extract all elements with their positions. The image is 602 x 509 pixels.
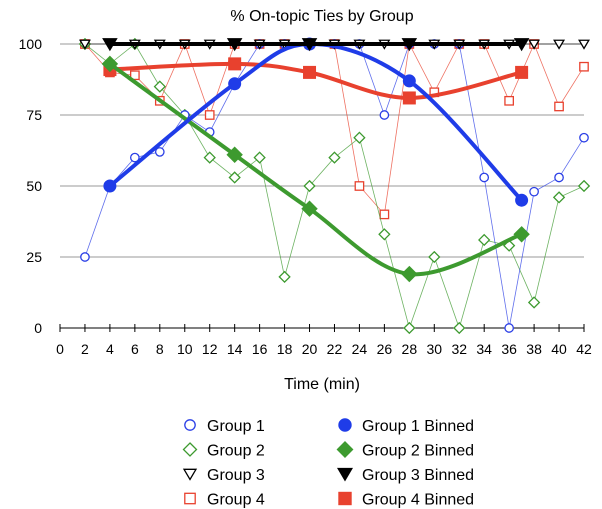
data-point — [429, 252, 440, 263]
legend-item-group-2: Group 2 — [184, 443, 265, 460]
data-point — [516, 194, 528, 206]
x-tick-label: 28 — [402, 341, 418, 357]
series-group-1-binned — [104, 38, 528, 206]
x-tick-label: 22 — [327, 341, 343, 357]
x-tick-label: 14 — [227, 341, 243, 357]
data-point — [380, 111, 388, 119]
series-line-group-2-binned — [110, 64, 522, 274]
x-tick-label: 18 — [277, 341, 293, 357]
legend-item-group-1-binned: Group 1 Binned — [339, 418, 474, 435]
chart-title: % On-topic Ties by Group — [230, 8, 413, 25]
legend-label: Group 1 Binned — [362, 418, 474, 435]
legend-item-group-1: Group 1 — [185, 418, 265, 435]
y-tick-label: 0 — [34, 320, 42, 336]
legend-label: Group 4 — [207, 492, 265, 509]
x-tick-label: 4 — [106, 341, 114, 357]
x-tick-label: 36 — [501, 341, 517, 357]
y-tick-label: 100 — [19, 36, 43, 52]
x-tick-label: 20 — [302, 341, 318, 357]
data-point — [579, 181, 590, 192]
data-point — [229, 78, 241, 90]
y-tick-label: 50 — [26, 178, 42, 194]
data-point — [206, 111, 214, 119]
data-point — [555, 102, 563, 110]
legend-label: Group 2 Binned — [362, 443, 474, 460]
legend-marker — [338, 468, 352, 480]
x-tick-label: 10 — [177, 341, 193, 357]
data-point — [480, 173, 488, 181]
data-point — [580, 63, 588, 71]
data-point — [505, 324, 513, 332]
legend-marker — [337, 442, 353, 458]
data-point — [81, 253, 89, 261]
x-tick-label: 16 — [252, 341, 268, 357]
data-point — [402, 267, 417, 282]
legend-marker — [184, 443, 197, 456]
data-point — [404, 323, 415, 334]
x-tick-label: 34 — [476, 341, 492, 357]
legend-label: Group 3 — [207, 467, 265, 484]
legend-label: Group 4 Binned — [362, 492, 474, 509]
legend-item-group-2-binned: Group 2 Binned — [337, 442, 474, 460]
x-tick-label: 24 — [352, 341, 368, 357]
x-tick-label: 42 — [576, 341, 592, 357]
legend-item-group-3: Group 3 — [184, 467, 265, 484]
data-point — [380, 210, 388, 218]
x-tick-label: 38 — [526, 341, 542, 357]
x-axis-label: Time (min) — [284, 376, 360, 393]
data-point — [529, 297, 540, 308]
data-point — [204, 152, 215, 163]
legend-marker — [185, 420, 195, 430]
x-tick-label: 0 — [56, 341, 64, 357]
legend-marker — [185, 493, 195, 503]
legend-marker — [184, 469, 196, 479]
legend-marker — [339, 492, 351, 504]
data-point — [403, 92, 415, 104]
data-point — [530, 187, 538, 195]
data-point — [104, 180, 116, 192]
legend: Group 1 Group 2 Group 3 Group 4 Group 1 Binn… — [184, 418, 475, 509]
data-point — [355, 182, 363, 190]
x-tick-label: 32 — [451, 341, 467, 357]
data-point — [354, 132, 365, 143]
data-point — [454, 323, 465, 334]
legend-marker — [339, 419, 351, 431]
legend-label: Group 3 Binned — [362, 467, 474, 484]
data-point — [254, 152, 265, 163]
data-point — [304, 66, 316, 78]
legend-label: Group 1 — [207, 418, 265, 435]
x-tick-label: 40 — [551, 341, 567, 357]
x-tick-label: 26 — [377, 341, 393, 357]
series-group-4-binned — [104, 58, 528, 104]
data-point — [555, 173, 563, 181]
y-tick-label: 75 — [26, 107, 42, 123]
data-point — [229, 172, 240, 183]
data-point — [403, 75, 415, 87]
legend-item-group-4: Group 4 — [185, 492, 265, 509]
y-tick-label: 25 — [26, 249, 42, 265]
x-tick-label: 12 — [202, 341, 218, 357]
data-point — [554, 192, 565, 203]
legend-item-group-4-binned: Group 4 Binned — [339, 492, 474, 509]
data-point — [379, 229, 390, 240]
data-point — [479, 235, 490, 246]
x-tick-label: 2 — [81, 341, 89, 357]
x-tick-label: 6 — [131, 341, 139, 357]
data-point — [580, 134, 588, 142]
legend-item-group-3-binned: Group 3 Binned — [338, 467, 474, 484]
data-point — [516, 66, 528, 78]
legend-label: Group 2 — [207, 443, 265, 460]
x-tick-label: 30 — [426, 341, 442, 357]
data-point — [505, 97, 513, 105]
data-point — [279, 272, 290, 283]
data-point — [229, 58, 241, 70]
x-tick-label: 8 — [156, 341, 164, 357]
